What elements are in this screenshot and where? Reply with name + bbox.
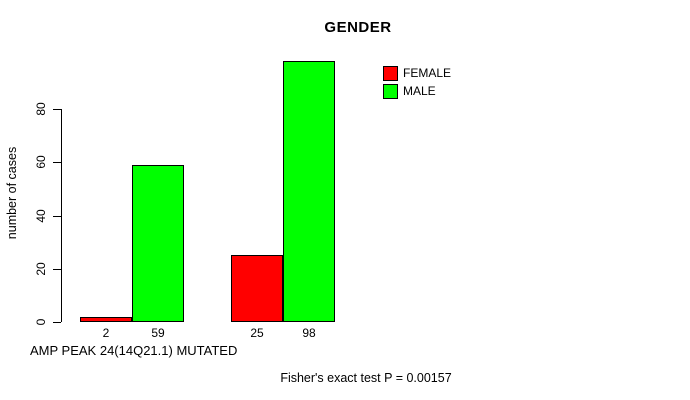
bar-value-label-male-group1: 59 xyxy=(151,326,165,340)
bar-male-group2 xyxy=(283,61,335,322)
legend-swatch-female xyxy=(383,65,398,81)
legend-label-female: FEMALE xyxy=(403,66,452,80)
legend-label-male: MALE xyxy=(403,84,436,98)
bar-value-label-female-group1: 2 xyxy=(102,326,110,340)
y-axis-tick-40 xyxy=(53,216,61,217)
y-axis-tick-0 xyxy=(53,322,61,323)
axis-note: AMP PEAK 24(14Q21.1) MUTATED xyxy=(30,343,238,358)
legend-row-female: FEMALE xyxy=(383,64,451,82)
y-axis-tick-label-40: 40 xyxy=(34,209,48,223)
y-axis-tick-label-80: 80 xyxy=(34,102,48,116)
fisher-test-note: Fisher's exact test P = 0.00157 xyxy=(280,371,452,385)
y-axis-tick-label-0: 0 xyxy=(34,318,48,326)
bar-value-label-female-group2: 25 xyxy=(250,326,264,340)
chart-title: GENDER xyxy=(324,19,392,36)
bar-male-group1 xyxy=(132,165,184,322)
y-axis-label: number of cases xyxy=(5,146,19,240)
y-axis-tick-20 xyxy=(53,269,61,270)
legend: FEMALE MALE xyxy=(383,64,451,100)
y-axis-tick-label-60: 60 xyxy=(34,155,48,169)
bar-female-group2 xyxy=(231,255,283,322)
y-axis-tick-label-20: 20 xyxy=(34,262,48,276)
bar-value-label-male-group2: 98 xyxy=(302,326,316,340)
bar-female-group1 xyxy=(80,317,132,322)
y-axis-tick-60 xyxy=(53,162,61,163)
legend-row-male: MALE xyxy=(383,82,451,100)
y-axis-tick-80 xyxy=(53,109,61,110)
legend-swatch-male xyxy=(383,83,398,99)
y-axis-line xyxy=(61,109,62,322)
